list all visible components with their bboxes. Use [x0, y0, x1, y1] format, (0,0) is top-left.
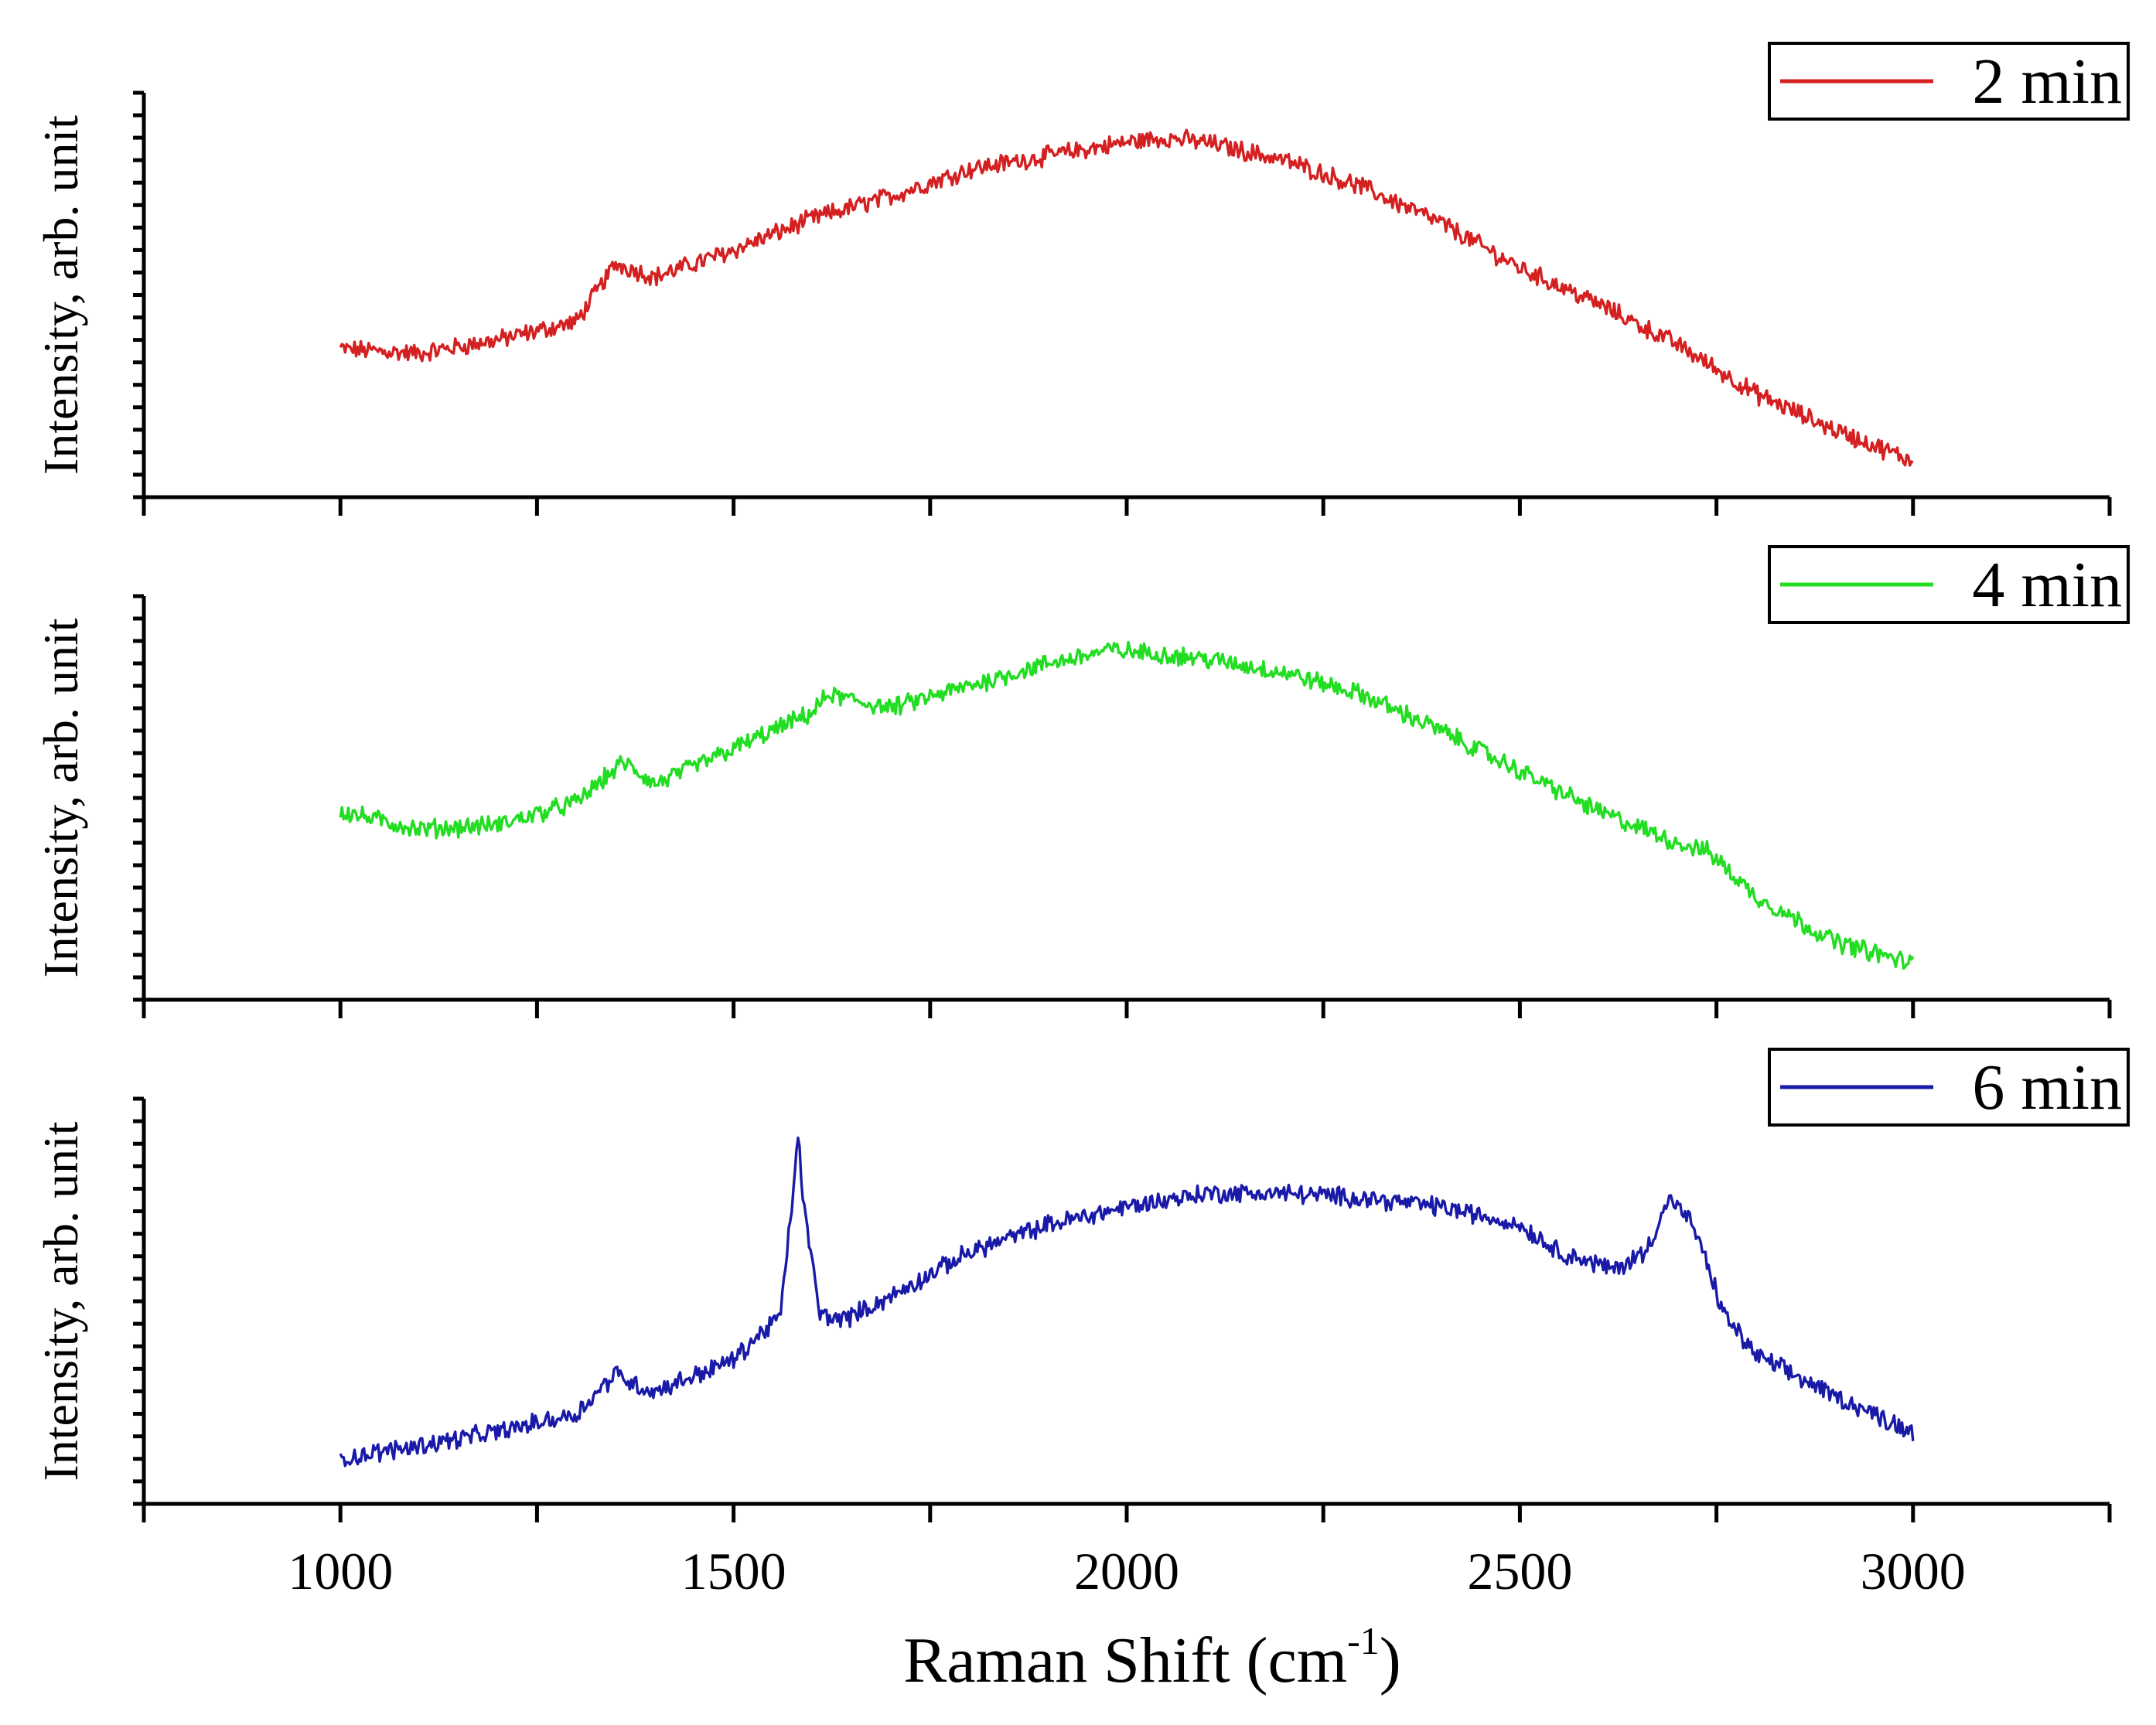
x-axis-label-main: Raman Shift (cm: [903, 1624, 1347, 1696]
legend-label: 4 min: [1972, 549, 2122, 621]
y-axis-label: Intensity, arb. unit: [33, 115, 88, 475]
y-axis-label: Intensity, arb. unit: [33, 1121, 88, 1481]
panel-1: Intensity, arb. unit 2 min: [33, 42, 2130, 516]
x-tick-label: 3000: [1861, 1542, 1966, 1601]
y-axis-label: Intensity, arb. unit: [33, 618, 88, 977]
series-line-2-min: [339, 128, 1914, 467]
x-tick-label: 2000: [1074, 1542, 1179, 1601]
x-tick-label: 1000: [288, 1542, 393, 1601]
x-axis-label-close: ): [1380, 1624, 1401, 1696]
series-line-4-min: [339, 640, 1915, 970]
legend-label: 6 min: [1972, 1052, 2122, 1123]
series-line-6-min: [339, 1136, 1915, 1468]
x-axis-label: Raman Shift (cm-1): [903, 1619, 1401, 1696]
x-axis-label-superscript: -1: [1347, 1619, 1380, 1662]
panel-3: 1000 1500 2000 2500 3000 Intensity, arb. unit…: [33, 1048, 2130, 1601]
legend-label: 2 min: [1972, 46, 2122, 118]
x-tick-label: 2500: [1467, 1542, 1572, 1601]
x-tick-label: 1500: [681, 1542, 786, 1601]
panel-2: Intensity, arb. unit 4 min: [33, 545, 2130, 1018]
